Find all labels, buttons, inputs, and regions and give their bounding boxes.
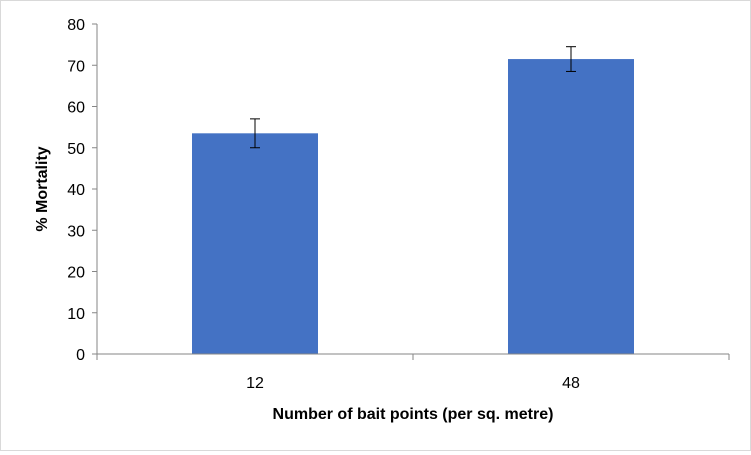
y-tick-label: 20 bbox=[67, 265, 85, 282]
bars-group bbox=[192, 59, 634, 354]
x-axis-title: Number of bait points (per sq. metre) bbox=[273, 406, 554, 423]
x-tick-label: 48 bbox=[562, 375, 580, 392]
error-bars-group bbox=[250, 46, 576, 149]
y-tick-label: 70 bbox=[67, 58, 85, 75]
y-axis-title: % Mortality bbox=[34, 146, 51, 231]
y-tick-label: 40 bbox=[67, 182, 85, 199]
y-tick-label: 10 bbox=[67, 306, 85, 323]
y-tick-label: 80 bbox=[67, 17, 85, 34]
y-tick-label: 30 bbox=[67, 223, 85, 240]
bar-12 bbox=[192, 133, 318, 354]
bar-48 bbox=[508, 59, 634, 354]
y-tick-label: 50 bbox=[67, 141, 85, 158]
y-tick-label: 60 bbox=[67, 100, 85, 117]
x-axis-ticks: 12 48 bbox=[96, 354, 730, 392]
y-tick-label: 0 bbox=[76, 347, 85, 364]
x-tick-label: 12 bbox=[246, 375, 264, 392]
y-axis-ticks: 0 10 20 30 40 50 60 70 80 bbox=[67, 17, 97, 364]
